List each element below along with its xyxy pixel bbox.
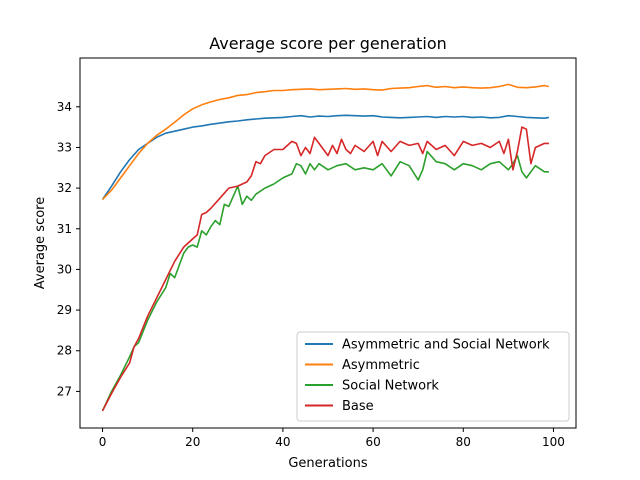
legend-label-4: Base xyxy=(342,399,374,414)
y-tick-label: 30 xyxy=(57,262,72,276)
x-tick-label: 40 xyxy=(275,435,290,449)
y-tick-label: 32 xyxy=(57,181,72,195)
legend-box xyxy=(296,331,570,422)
x-tick-label: 80 xyxy=(456,435,471,449)
x-axis-label: Generations xyxy=(288,456,368,471)
legend-label-1: Asymmetric and Social Network xyxy=(342,338,550,353)
series-line-4 xyxy=(101,126,549,412)
plot-lines xyxy=(101,83,550,412)
series-line-3 xyxy=(101,150,549,412)
y-tick-label: 33 xyxy=(57,140,72,154)
legend-label-2: Asymmetric xyxy=(342,358,420,373)
series-line-2 xyxy=(101,83,550,201)
y-tick-label: 28 xyxy=(57,344,72,358)
x-axis-ticks: 0 20 40 60 80 100 xyxy=(99,428,565,449)
series-line-1 xyxy=(101,114,550,200)
chart-title: Average score per generation xyxy=(209,34,447,53)
x-tick-label: 60 xyxy=(365,435,380,449)
x-tick-label: 0 xyxy=(99,435,107,449)
y-tick-label: 34 xyxy=(57,100,72,114)
plot-frame xyxy=(79,57,577,429)
y-axis-ticks: 27 28 29 30 31 32 33 34 xyxy=(57,100,80,398)
y-tick-label: 31 xyxy=(57,222,72,236)
x-tick-label: 20 xyxy=(185,435,200,449)
y-tick-label: 29 xyxy=(57,303,72,317)
x-tick-label: 100 xyxy=(542,435,565,449)
y-axis-label: Average score xyxy=(33,197,48,289)
legend-label-3: Social Network xyxy=(342,379,439,394)
y-tick-label: 27 xyxy=(57,384,72,398)
legend: Asymmetric and Social Network Asymmetric S… xyxy=(296,331,570,422)
